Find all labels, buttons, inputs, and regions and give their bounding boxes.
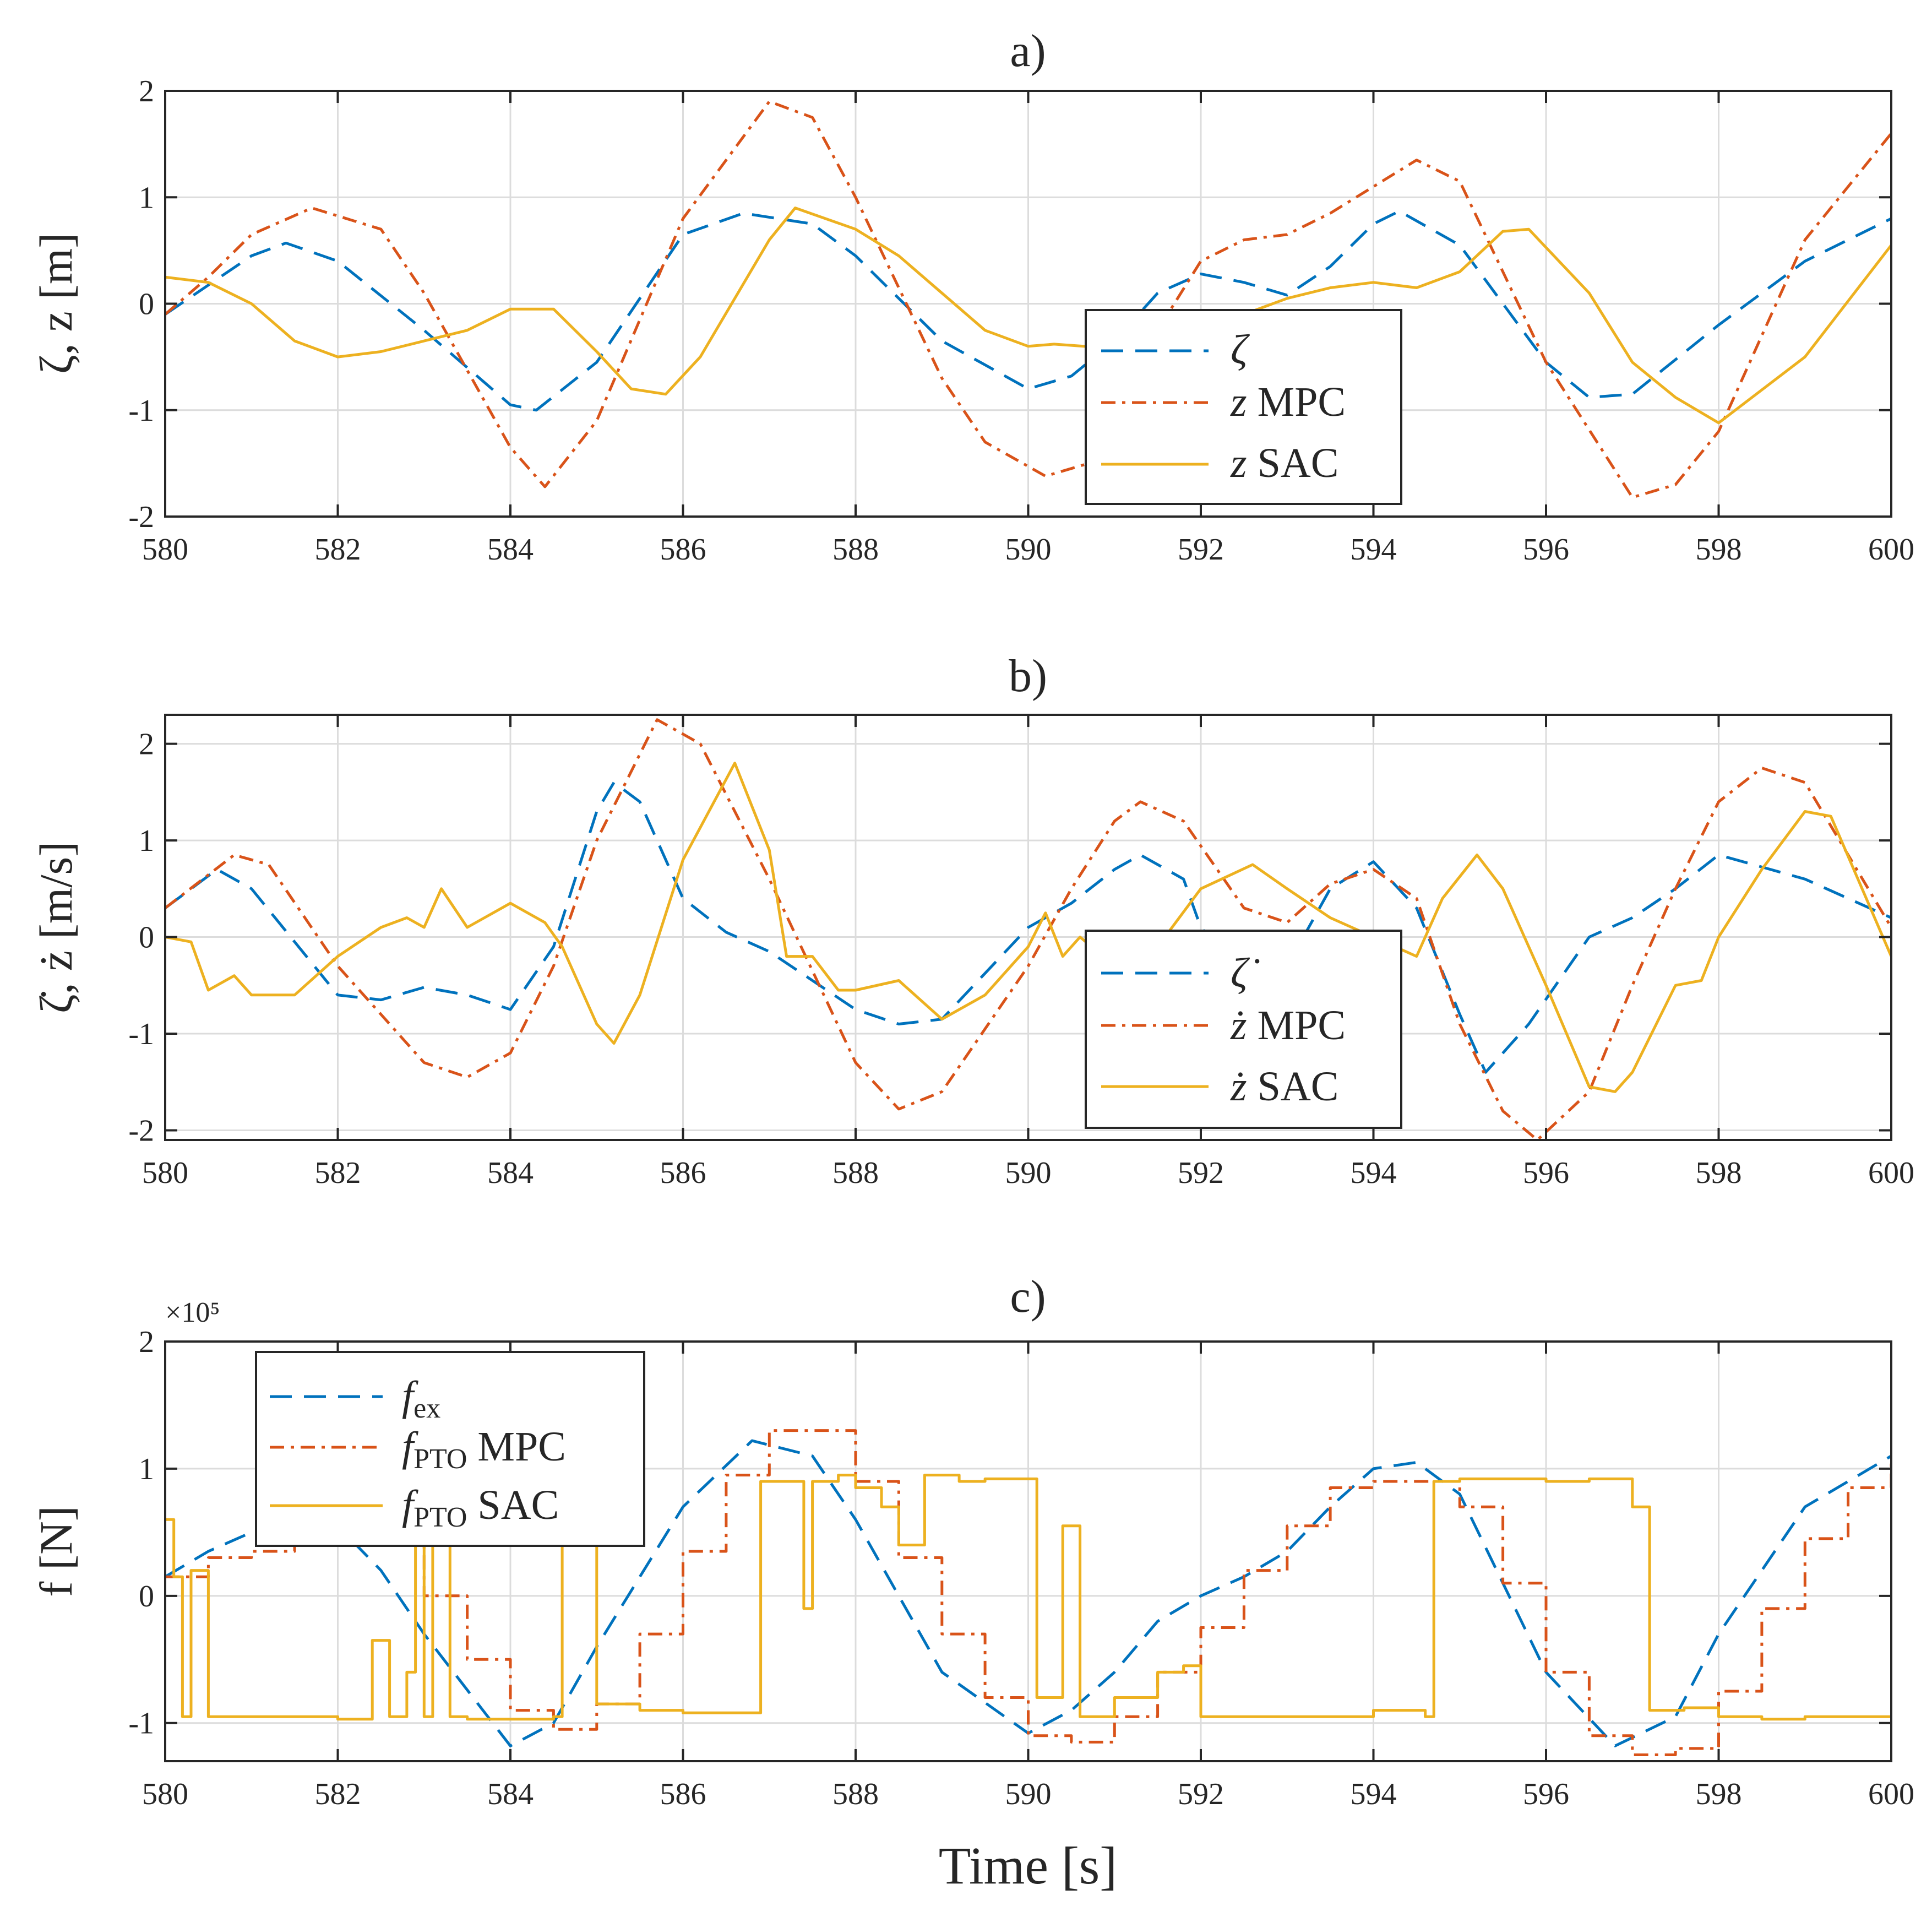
y-ticks-c: 2 1 0 -1: [128, 1325, 1891, 1741]
x-tick-label-b: 592: [1178, 1156, 1224, 1190]
y-tick-label-b: 1: [139, 824, 154, 858]
panel-c: 580 582 584 586 588 590 592 594 596 598 600 210-1 …: [31, 1271, 1914, 1811]
panel-a: 580 582 584 586 588 590 592 594 596 598 600 2 1 0 -1 -…: [31, 25, 1914, 567]
series-line-b-1: [165, 718, 1891, 1140]
series-line-a-0: [165, 209, 1891, 412]
x-tick-label-a: 588: [832, 533, 879, 567]
x-tick-label-a: 586: [660, 533, 706, 567]
legend-c: fex fPTO MPC fPTO SAC: [255, 1351, 645, 1547]
x-tick-label-c: 594: [1351, 1777, 1397, 1811]
legend-label-zeta-a: ζ: [1231, 327, 1250, 373]
y-tick-label-b: -1: [128, 1017, 154, 1051]
y-ticks-b: 2 1 0 -1 -2: [128, 727, 1891, 1148]
legend-label-sac-a: z SAC: [1230, 440, 1338, 486]
y-tick-label-c: 2: [139, 1325, 154, 1359]
x-tick-label-b: 594: [1351, 1156, 1397, 1190]
x-tick-label-a: 594: [1351, 533, 1397, 567]
panel-b: 580 582 584 586 588 590 592 594 596 598 600 2 1 0 -1 -…: [31, 650, 1914, 1190]
legend-a: ζ z MPC z SAC: [1085, 309, 1402, 505]
y-tick-label-c: -1: [128, 1707, 154, 1741]
x-tick-label-b: 586: [660, 1156, 706, 1190]
x-tick-label-b: 588: [832, 1156, 879, 1190]
x-tick-label-c: 592: [1178, 1777, 1224, 1811]
y-tick-label-b: -2: [128, 1114, 154, 1148]
x-tick-label-a: 580: [142, 533, 188, 567]
x-tick-label-a: 582: [315, 533, 361, 567]
x-tick-label-a: 584: [487, 533, 534, 567]
series-line-b-2: [165, 762, 1891, 1093]
y-tick-label-c: 0: [139, 1579, 154, 1614]
x-tick-label-c: 596: [1523, 1777, 1569, 1811]
x-tick-label-b: 596: [1523, 1156, 1569, 1190]
x-tick-label-b: 590: [1005, 1156, 1052, 1190]
x-tick-label-b: 584: [487, 1156, 534, 1190]
ylabel-a: ζ, z [m]: [31, 233, 82, 374]
x-tick-label-b: 580: [142, 1156, 188, 1190]
x-tick-label-c: 588: [832, 1777, 879, 1811]
y-tick-label-a: 0: [139, 287, 154, 322]
x-tick-label-a: 592: [1178, 533, 1224, 567]
x-tick-label-c: 580: [142, 1777, 188, 1811]
x-tick-label-a: 600: [1868, 533, 1914, 567]
x-ticks-c: 580 582 584 586 588 590 592 594 596 598 600: [142, 1342, 1914, 1811]
legend-box-c: [255, 1351, 645, 1547]
x-axis-label: Time [s]: [939, 1836, 1118, 1895]
x-tick-label-a: 596: [1523, 533, 1569, 567]
legend-label-sac-c: fPTO SAC: [402, 1482, 559, 1533]
x-tick-label-b: 582: [315, 1156, 361, 1190]
x-tick-label-c: 584: [487, 1777, 534, 1811]
title-a: a): [1010, 25, 1046, 77]
series-lines-a: [165, 100, 1891, 499]
x-tick-label-b: 598: [1696, 1156, 1742, 1190]
series-lines-b: [165, 718, 1891, 1140]
ylabel-b: ζ̇, ż [m/s]: [31, 841, 82, 1013]
series-lines-c: [165, 1429, 1891, 1756]
x-tick-label-c: 582: [315, 1777, 361, 1811]
legend-box-a: [1085, 309, 1402, 505]
y-tick-label-b: 2: [139, 727, 154, 762]
legend-label-mpc-a: z MPC: [1230, 379, 1346, 425]
x-tick-label-b: 600: [1868, 1156, 1914, 1190]
series-line-a-1: [165, 100, 1891, 499]
title-c: c): [1010, 1271, 1046, 1322]
legend-label-mpc-c: fPTO MPC: [402, 1424, 566, 1475]
y-tick-label-a: 2: [139, 74, 154, 108]
y-multiplier-c: ×10⁵: [165, 1297, 220, 1328]
title-b: b): [1009, 650, 1047, 702]
legend-box-b: [1085, 930, 1402, 1129]
legend-label-sac-b: ż SAC: [1230, 1063, 1338, 1110]
y-tick-label-a: -1: [128, 394, 154, 428]
legend-label-mpc-b: ż MPC: [1230, 1002, 1346, 1049]
y-tick-label-c: 1: [139, 1452, 154, 1486]
series-line-a-2: [165, 207, 1891, 425]
series-line-c-1: [165, 1429, 1891, 1756]
x-tick-label-c: 586: [660, 1777, 706, 1811]
legend-b: ζ̇ ż MPC ż SAC: [1085, 930, 1402, 1129]
x-tick-label-a: 598: [1696, 533, 1742, 567]
y-tick-label-a: 1: [139, 181, 154, 215]
series-line-c-2: [165, 1474, 1891, 1721]
y-ticks-a: 2 1 0 -1 -2: [128, 74, 1891, 534]
x-ticks-b: 580 582 584 586 588 590 592 594 596 598 600: [142, 715, 1914, 1190]
x-ticks-a: 580 582 584 586 588 590 592 594 596 598 600: [142, 91, 1914, 567]
ylabel-c: f [N]: [31, 1506, 82, 1597]
y-tick-label-b: 0: [139, 921, 154, 955]
series-line-b-0: [165, 781, 1891, 1074]
x-tick-label-c: 598: [1696, 1777, 1742, 1811]
x-tick-label-c: 590: [1005, 1777, 1052, 1811]
x-tick-label-c: 600: [1868, 1777, 1914, 1811]
y-tick-label-a: -2: [128, 500, 154, 534]
x-tick-label-a: 590: [1005, 533, 1052, 567]
